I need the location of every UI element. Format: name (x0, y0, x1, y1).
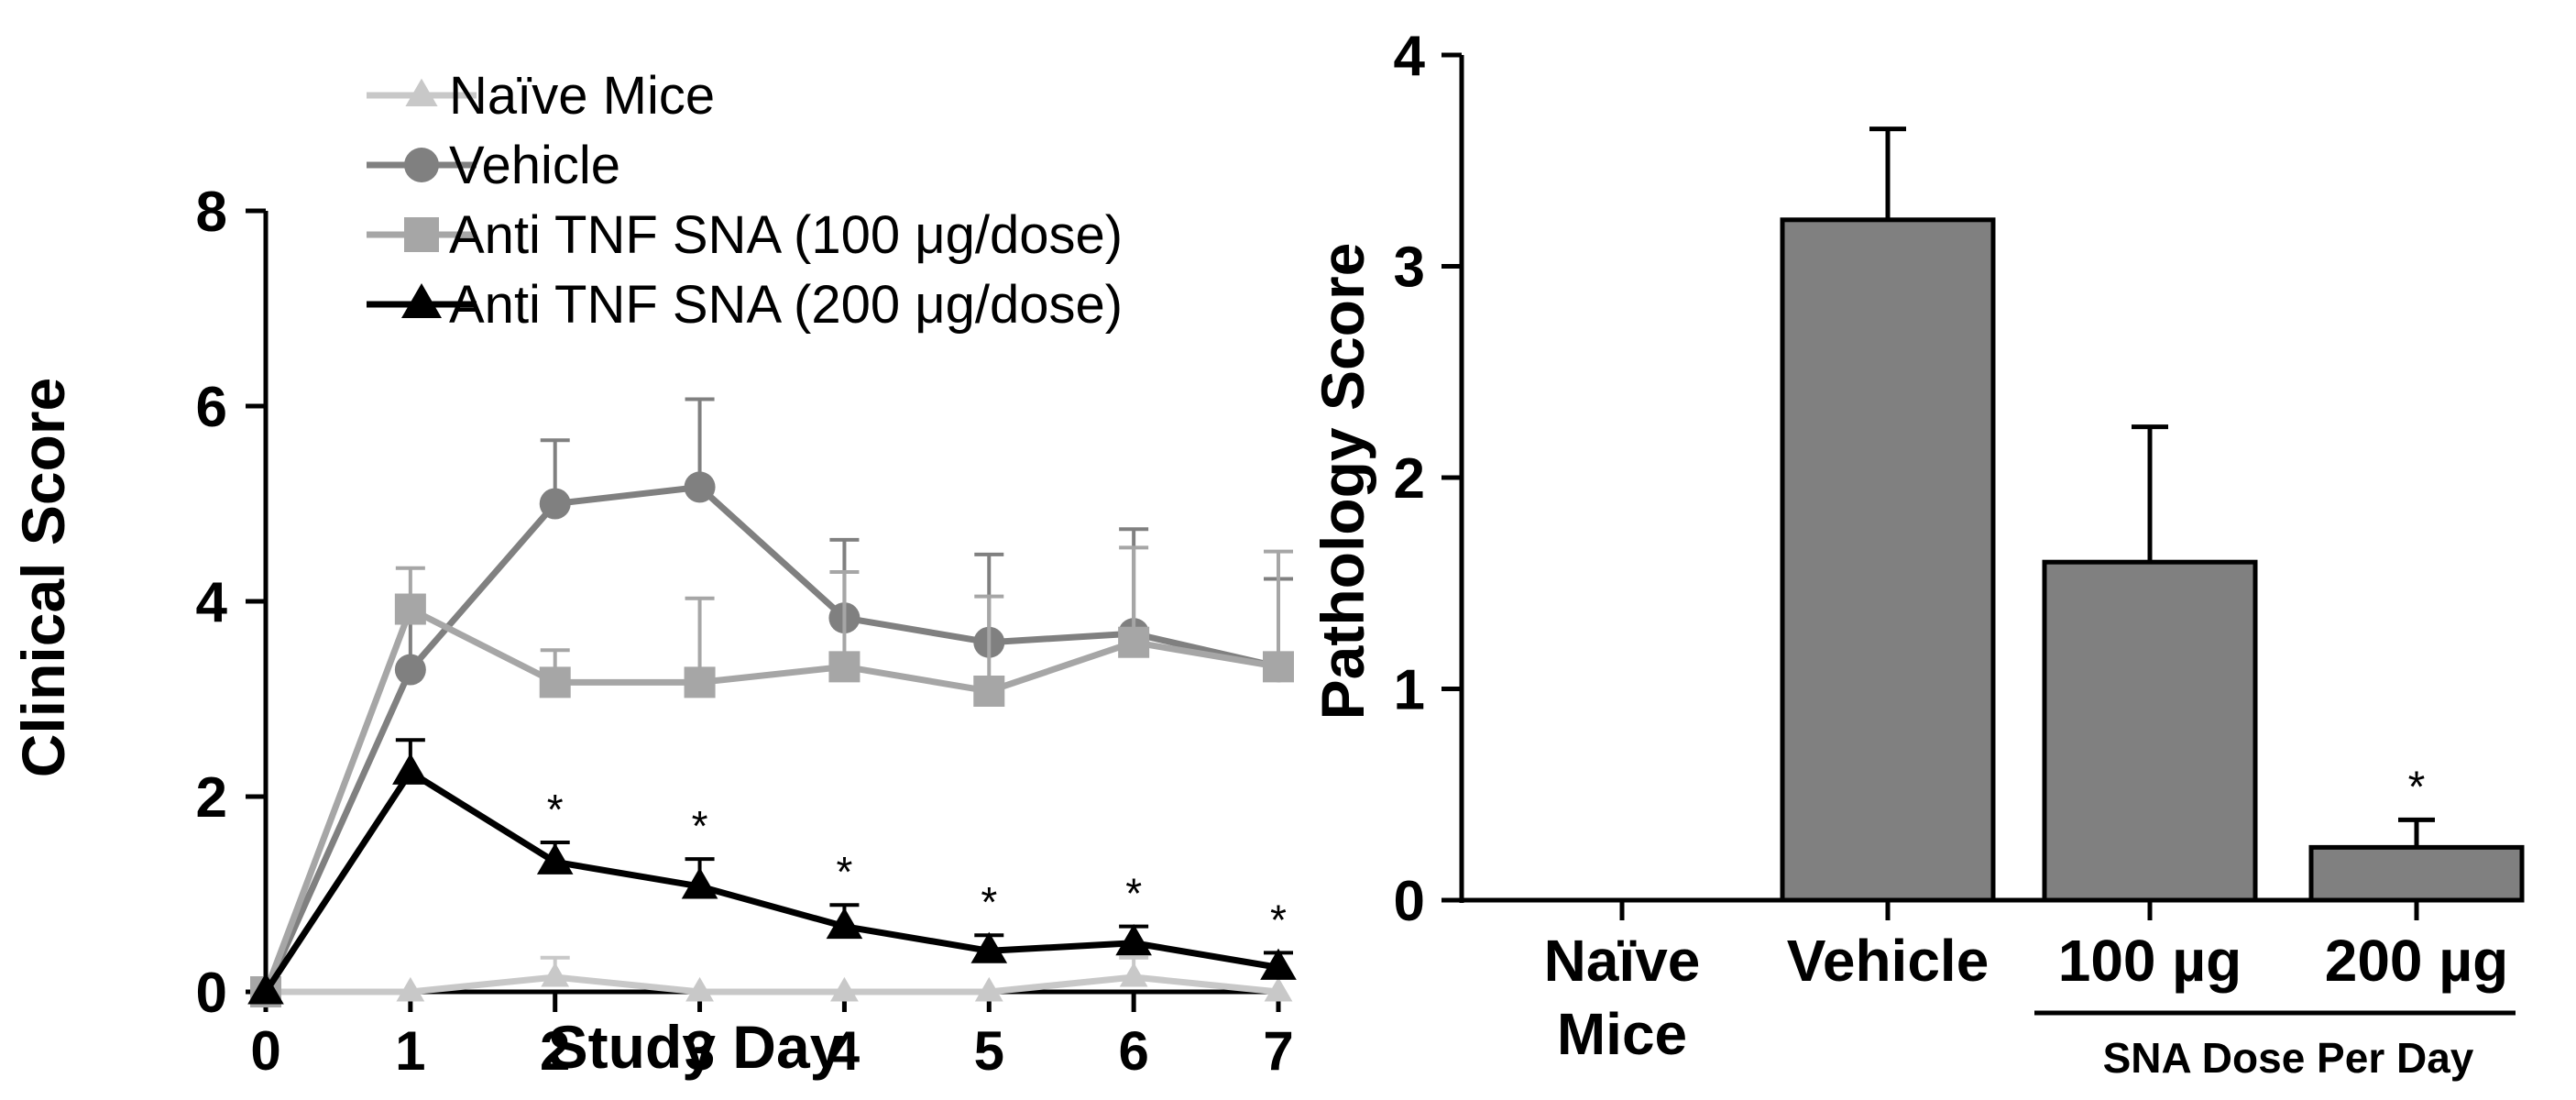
legend-marker (401, 283, 442, 318)
right-group-label: SNA Dose Per Day (2103, 1034, 2474, 1082)
data-point (830, 976, 859, 1002)
data-point (684, 471, 716, 503)
data-point (247, 973, 284, 1005)
significance-star: * (2408, 763, 2426, 811)
data-point (1115, 924, 1152, 956)
data-point (1263, 651, 1294, 683)
data-point (536, 842, 574, 874)
data-point (685, 976, 714, 1002)
bar (1780, 217, 1996, 903)
bar-category-label: Vehicle (1787, 928, 1990, 994)
right-y-tick-label: 1 (1394, 659, 1425, 722)
left-x-tick-label: 0 (250, 1020, 280, 1082)
left-y-axis-title: Clinical Score (9, 378, 77, 778)
data-point (974, 976, 1003, 1002)
bar (2308, 844, 2525, 903)
left-x-tick-label: 4 (829, 1020, 860, 1082)
right-y-axis-title: Pathology Score (1309, 243, 1376, 720)
significance-star: * (692, 802, 708, 850)
data-point (394, 654, 426, 686)
series-3 (247, 738, 1297, 1005)
left-x-tick-label: 7 (1263, 1020, 1293, 1082)
data-point (539, 488, 571, 520)
left-y-tick-label: 2 (196, 766, 227, 830)
data-point (396, 976, 425, 1002)
data-point (1119, 962, 1148, 987)
legend-label: Naïve Mice (449, 66, 715, 126)
right-y-tick-label: 3 (1394, 236, 1425, 300)
data-point (539, 666, 571, 698)
significance-star: * (1270, 896, 1287, 943)
data-point (394, 593, 426, 625)
data-point (1264, 976, 1293, 1002)
pathology-score-bar-chart: Pathology Score SNA Dose Per Day 0 1 2 3 4 Na… (1309, 25, 2525, 1082)
bar-category-label: Naïve (1544, 928, 1701, 994)
left-y-tick-label: 4 (196, 571, 228, 634)
data-point (828, 651, 860, 683)
data-point (392, 753, 429, 785)
data-point (541, 962, 570, 987)
data-point (1260, 948, 1297, 980)
significance-star: * (836, 848, 852, 896)
series-line (266, 974, 1279, 996)
legend-label: Anti TNF SNA (200 μg/dose) (449, 275, 1123, 335)
left-y-tick-label: 6 (196, 376, 227, 439)
bar-category-label: 100 µg (2058, 928, 2242, 994)
significance-star: * (1125, 870, 1142, 918)
right-y-tick-label: 0 (1394, 870, 1425, 933)
legend-marker (405, 78, 438, 106)
series-0 (251, 955, 1293, 1002)
right-y-tick-label: 2 (1394, 447, 1425, 511)
data-point (826, 907, 863, 940)
bar-category-label: Mice (1557, 1001, 1687, 1067)
data-point (970, 931, 1008, 963)
data-point (1118, 626, 1150, 658)
legend-marker (404, 148, 439, 182)
right-y-tick-label: 4 (1394, 25, 1426, 88)
significance-star: * (547, 786, 564, 833)
bar (2042, 559, 2258, 903)
series-line (262, 606, 1279, 994)
left-x-axis-title: Study Day (548, 1013, 844, 1081)
left-y-tick-label: 0 (196, 962, 227, 1025)
significance-star: * (981, 878, 997, 926)
left-x-tick-label: 1 (395, 1020, 425, 1082)
left-x-tick-label: 3 (685, 1020, 715, 1082)
data-point (684, 666, 716, 698)
left-x-tick-label: 5 (974, 1020, 1004, 1082)
legend-label: Anti TNF SNA (100 μg/dose) (449, 205, 1123, 265)
data-point (973, 675, 1005, 707)
legend-label: Vehicle (449, 136, 620, 195)
left-y-tick-label: 8 (196, 181, 227, 244)
clinical-score-line-chart: Clinical Score Study Day 0 2 4 6 8 0 1 2 3 4 5 6 7 * *… (9, 66, 1297, 1082)
legend-marker (404, 217, 439, 252)
data-point (681, 867, 718, 899)
bar-category-label: 200 µg (2325, 928, 2509, 994)
series-line (262, 483, 1279, 994)
series-line (263, 768, 1279, 994)
left-x-tick-label: 6 (1118, 1020, 1148, 1082)
left-x-tick-label: 2 (540, 1020, 570, 1082)
